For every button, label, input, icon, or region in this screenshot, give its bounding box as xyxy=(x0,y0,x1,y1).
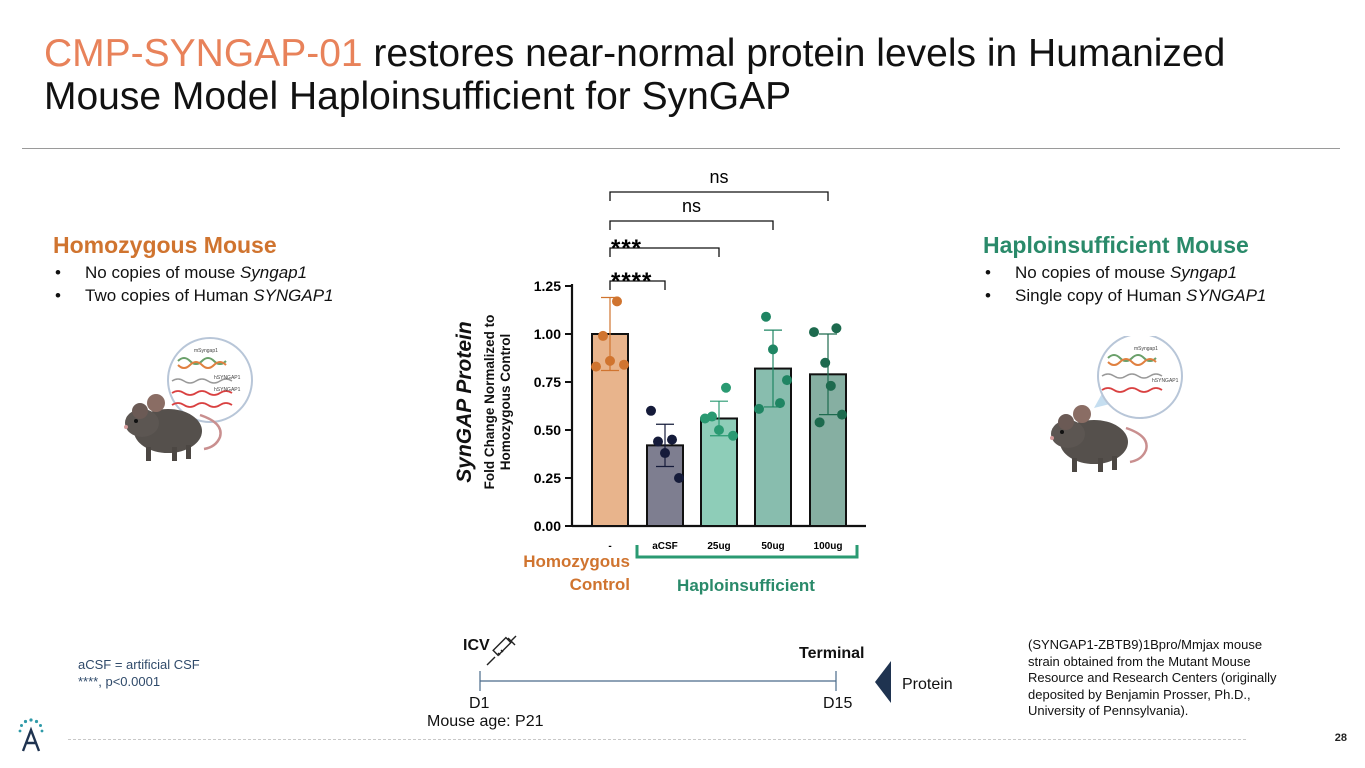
left-heading: Homozygous Mouse xyxy=(53,232,277,258)
y-tick-label: 0.25 xyxy=(534,470,561,486)
significance-label: ns xyxy=(682,196,701,216)
haplo-group-bracket xyxy=(635,545,859,559)
x-tick-label-25ug: 25ug xyxy=(707,541,730,552)
source-line-4: deposited by Benjamin Prosser, Ph.D., xyxy=(1028,686,1251,702)
page-number: 28 xyxy=(1334,732,1347,744)
data-point xyxy=(674,473,684,483)
significance-label: ns xyxy=(709,167,728,187)
data-point xyxy=(837,409,847,420)
significance-label: **** xyxy=(611,268,652,295)
data-point xyxy=(831,323,842,334)
x-tick-label--: - xyxy=(608,541,611,552)
footer-divider xyxy=(68,739,1246,740)
footnotes: aCSF = artificial CSF ****, p<0.0001 xyxy=(78,656,200,690)
right-heading: Haploinsufficient Mouse xyxy=(983,232,1249,258)
source-citation: (SYNGAP1-ZBTB9)1Bpro/Mmjax mouse strain … xyxy=(1028,637,1328,720)
group-label-control: Control xyxy=(570,575,630,594)
right-bullets: No copies of mouse Syngap1 Single copy o… xyxy=(983,261,1266,307)
significance-bracket xyxy=(609,220,774,230)
source-line-3: Resource and Research Centers (originall… xyxy=(1028,670,1277,685)
protein-chevron-icon xyxy=(875,661,891,703)
terminal-label: Terminal xyxy=(799,645,865,662)
y-tick-label: 0.75 xyxy=(534,374,561,390)
data-point xyxy=(809,327,819,338)
inset-label-1: mSyngap1 xyxy=(194,348,218,354)
title-highlight: CMP-SYNGAP-01 xyxy=(44,32,363,75)
timeline-start-label: D1 xyxy=(469,695,490,712)
significance-bracket xyxy=(609,191,829,201)
inset-label-r1: mSyngap1 xyxy=(1134,346,1158,352)
data-point xyxy=(619,359,629,370)
data-point xyxy=(660,448,670,459)
right-bullet-1: No copies of mouse Syngap1 xyxy=(983,261,1266,284)
data-point xyxy=(820,357,831,368)
data-point xyxy=(598,330,608,341)
data-point xyxy=(728,430,738,441)
inset-label-3: hSYNGAP1 xyxy=(214,387,241,393)
x-tick-label-50ug: 50ug xyxy=(761,541,784,552)
y-tick-label: 0.50 xyxy=(534,422,561,438)
homozygous-mouse-illustration: mSyngap1 hSYNGAP1 hSYNGAP1 xyxy=(124,337,253,461)
bar-aCSF xyxy=(646,444,684,527)
title-divider xyxy=(22,148,1340,149)
significance-bracket xyxy=(609,247,720,257)
title-rest: restores near-normal protein levels in H… xyxy=(44,32,1226,118)
data-point xyxy=(782,375,792,386)
data-point xyxy=(707,411,717,422)
x-tick-label-aCSF: aCSF xyxy=(652,541,678,552)
data-point xyxy=(612,296,622,307)
group-label-haplo: Haploinsufficient xyxy=(677,576,815,595)
left-bullet-1: No copies of mouse Syngap1 xyxy=(53,261,334,284)
data-point xyxy=(775,398,785,409)
left-bullets: No copies of mouse Syngap1 Two copies of… xyxy=(53,261,334,307)
data-point xyxy=(605,355,615,366)
company-logo-icon xyxy=(18,718,44,752)
y-tick-label: 1.00 xyxy=(534,326,561,342)
data-point xyxy=(714,425,724,435)
data-point xyxy=(761,311,771,322)
left-bullet-2: Two copies of Human SYNGAP1 xyxy=(53,284,334,307)
data-point xyxy=(825,380,836,391)
data-point xyxy=(768,344,778,355)
footnote-pvalue: ****, p<0.0001 xyxy=(78,674,161,689)
data-point xyxy=(646,405,656,416)
timeline-end-label: D15 xyxy=(823,695,853,712)
x-tick-label-100ug: 100ug xyxy=(814,541,843,552)
data-point xyxy=(754,403,764,414)
haploinsufficient-mouse-illustration: mSyngap1 hSYNGAP1 xyxy=(1050,336,1183,472)
significance-bracket xyxy=(609,280,666,290)
source-line-2: strain obtained from the Mutant Mouse xyxy=(1028,653,1251,669)
right-bullet-2: Single copy of Human SYNGAP1 xyxy=(983,284,1266,307)
group-label-control: Homozygous xyxy=(523,552,630,571)
mouse-age-label: Mouse age: P21 xyxy=(427,713,544,730)
y-tick-label: 0.00 xyxy=(534,518,561,534)
inset-label-2: hSYNGAP1 xyxy=(214,375,241,381)
source-line-5: University of Pennsylvania). xyxy=(1028,703,1189,718)
data-point xyxy=(591,361,601,372)
data-point xyxy=(814,417,825,428)
icv-label: ICV xyxy=(463,637,490,654)
data-point xyxy=(653,436,663,447)
inset-label-r2: hSYNGAP1 xyxy=(1152,378,1179,384)
y-tick-label: 1.25 xyxy=(534,278,561,294)
source-line-1: (SYNGAP1-ZBTB9)1Bpro/Mmjax mouse xyxy=(1028,637,1263,652)
data-point xyxy=(667,434,677,445)
footnote-acsf: aCSF = artificial CSF xyxy=(78,657,200,672)
syringe-icon xyxy=(486,635,517,666)
protein-label: Protein xyxy=(902,676,953,693)
significance-label: *** xyxy=(611,235,642,262)
slide-title: CMP-SYNGAP-01 restores near-normal prote… xyxy=(44,32,1334,118)
data-point xyxy=(721,382,731,393)
